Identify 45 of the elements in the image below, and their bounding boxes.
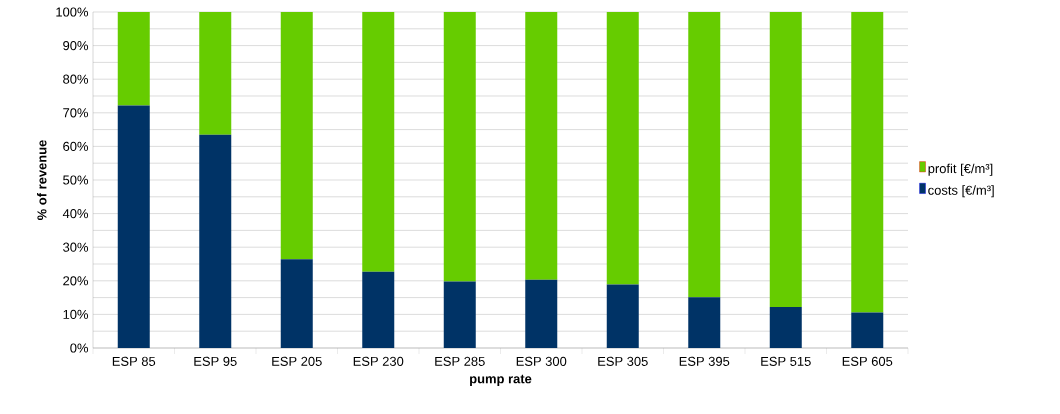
x-tick-label: ESP 395	[679, 356, 730, 366]
bar	[606, 284, 639, 348]
bar	[525, 279, 558, 348]
bar	[117, 105, 150, 348]
y-tick-label: 60%	[63, 141, 89, 151]
bar	[443, 281, 476, 348]
x-tick-label: ESP 515	[761, 356, 811, 366]
y-tick-label: 40%	[62, 209, 89, 219]
bar	[851, 312, 884, 348]
x-tick-label: ESP 305	[598, 356, 648, 366]
y-tick-label: 90%	[63, 41, 89, 51]
x-tick-label: ESP 285	[435, 356, 485, 366]
bar	[362, 271, 395, 348]
bar	[280, 259, 313, 348]
y-tick-label: 100%	[56, 7, 89, 17]
bar	[525, 12, 558, 280]
x-axis-title: pump rate	[470, 374, 532, 386]
y-tick-label: 20%	[63, 276, 89, 286]
bar	[606, 12, 639, 285]
legend-label: costs [€/m³]	[928, 185, 994, 198]
y-tick-label: 70%	[63, 108, 89, 118]
bar	[199, 134, 232, 348]
y-tick-label: 50%	[63, 175, 89, 185]
bar	[688, 297, 721, 348]
bar	[117, 12, 150, 106]
bar	[769, 12, 802, 308]
bar	[362, 12, 395, 272]
bar	[443, 12, 476, 282]
bar	[688, 12, 721, 298]
bar	[199, 12, 232, 135]
x-tick-label: ESP 205	[272, 356, 322, 366]
x-tick-label: ESP 85	[112, 356, 156, 366]
legend-label: profit [€/m³]	[928, 163, 993, 176]
y-tick-label: 30%	[63, 242, 89, 252]
x-tick-label: ESP 230	[353, 356, 404, 366]
x-tick-label: ESP 300	[516, 356, 567, 366]
y-tick-label: 80%	[63, 74, 89, 84]
bar	[851, 12, 884, 313]
y-tick-label: 0%	[70, 343, 89, 353]
y-axis-title: % of revenue	[37, 140, 47, 220]
x-tick-label: ESP 95	[194, 356, 237, 366]
x-tick-label: ESP 605	[842, 356, 893, 366]
y-tick-label: 10%	[63, 309, 89, 319]
bar	[769, 307, 802, 348]
bar	[280, 12, 313, 260]
